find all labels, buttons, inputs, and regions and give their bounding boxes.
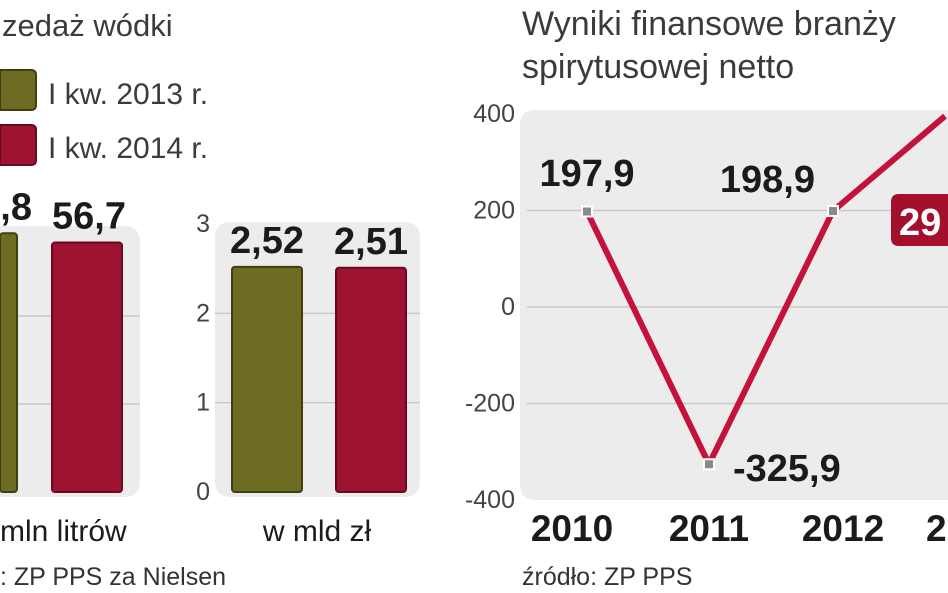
source-left: : ZP PPS za Nielsen [0,563,226,591]
y-tick-label: 2 [196,299,210,327]
data-label: -325,9 [733,448,841,490]
left-title: zedaż wódki [2,8,173,43]
x-axis-label: 2010 [531,508,613,549]
chart-title-line-1: Wyniki finansowe branży [522,5,896,43]
data-label: 2,51 [334,221,408,263]
x-axis-label: 2012 [802,508,884,549]
series-line [584,113,947,468]
source-right: źródło: ZP PPS [522,563,692,591]
x-axis-label: 2 [926,508,947,549]
y-tick-label: -200 [465,390,515,418]
x-axis-title: w mld zł [262,515,372,548]
x-axis-title: mln litrów [0,515,127,548]
bar-chart-value: 0 1 2 3 2,52 2,51 w mld zł [196,210,420,548]
y-tick-label: 400 [473,100,515,128]
bar [335,266,407,494]
y-tick-label: 0 [196,478,210,506]
legend-label-2013: I kw. 2013 r. [48,78,208,111]
legend: I kw. 2013 r. I kw. 2014 r. [0,69,208,166]
legend-swatch-2013 [0,69,37,111]
right-panel: Wyniki finansowe branży spirytusowej net… [465,5,948,591]
y-tick-label: 200 [473,197,515,225]
data-label-box [891,194,948,246]
data-point [703,458,715,471]
y-tick-label: 1 [196,389,210,417]
line-chart-results: 400 200 0 -200 -400 197,9 -325,9 198,9 29 2010 201… [465,100,948,549]
left-panel: zedaż wódki I kw. 2013 r. I kw. 2014 r. … [0,8,420,591]
legend-label-2014: I kw. 2014 r. [48,132,208,165]
data-label: ,8 [0,186,32,228]
bar [0,232,18,493]
chart-title-line-2: spirytusowej netto [522,48,794,86]
data-point [581,205,593,218]
x-axis-label: 2011 [669,508,749,549]
y-tick-label: -400 [465,486,515,514]
bar [51,241,123,493]
bar [231,265,303,493]
y-tick-label: 0 [501,293,515,321]
bar-chart-volume: ,8 56,7 mln litrów [0,186,140,548]
data-label: 29 [899,202,941,244]
y-tick-label: 3 [196,210,210,238]
data-label: 197,9 [539,153,634,195]
data-label: 2,52 [230,220,304,262]
data-label: 56,7 [52,196,126,238]
data-label: 198,9 [720,159,815,201]
data-point [827,205,839,218]
legend-swatch-2014 [0,124,37,166]
